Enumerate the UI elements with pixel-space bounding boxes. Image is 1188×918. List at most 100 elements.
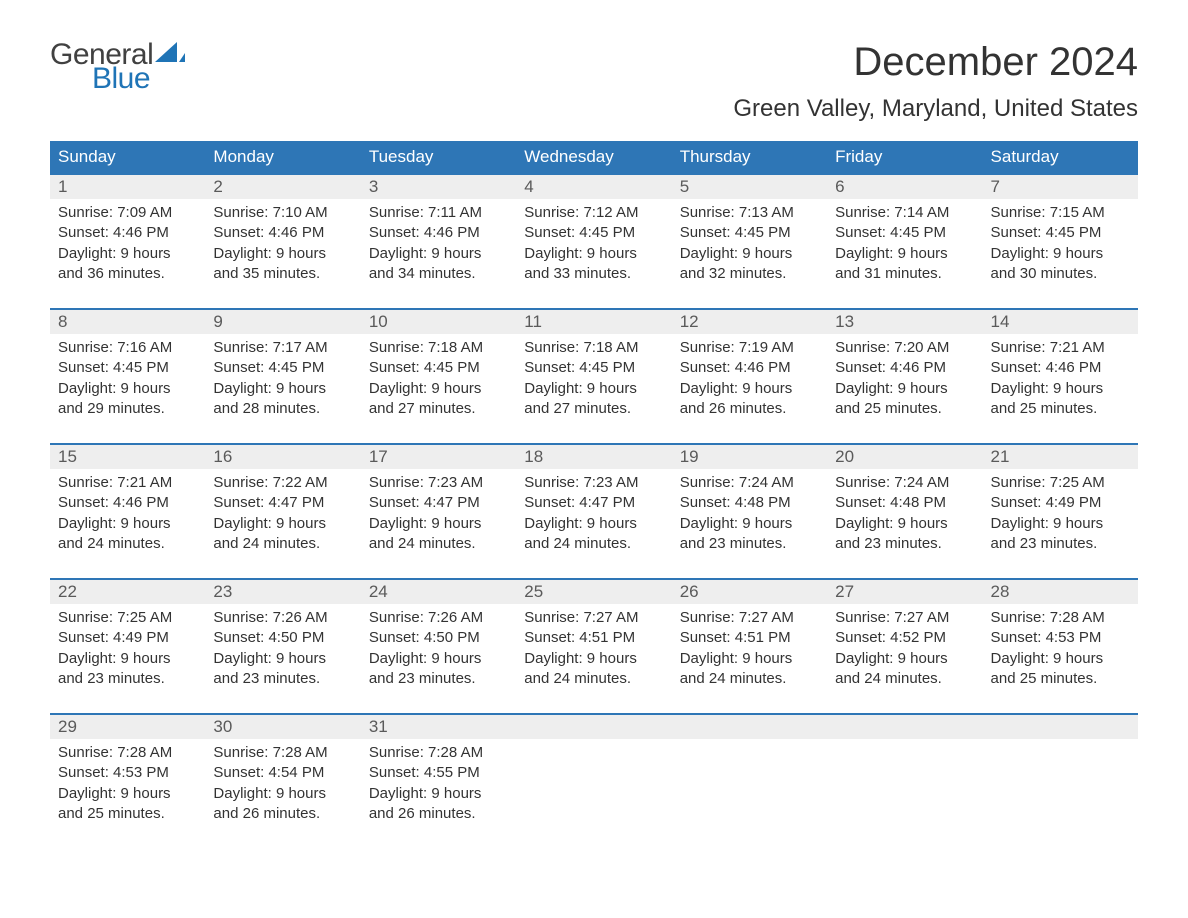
day-body: Sunrise: 7:20 AMSunset: 4:46 PMDaylight:… bbox=[827, 334, 982, 419]
day-dl1: Daylight: 9 hours bbox=[524, 244, 663, 264]
day-dl2: and 26 minutes. bbox=[369, 804, 508, 824]
day-sunset: Sunset: 4:47 PM bbox=[369, 493, 508, 513]
day-dl2: and 23 minutes. bbox=[213, 669, 352, 689]
day-sunset: Sunset: 4:49 PM bbox=[58, 628, 197, 648]
day-body: Sunrise: 7:10 AMSunset: 4:46 PMDaylight:… bbox=[205, 199, 360, 284]
day-body: Sunrise: 7:09 AMSunset: 4:46 PMDaylight:… bbox=[50, 199, 205, 284]
day-body: Sunrise: 7:25 AMSunset: 4:49 PMDaylight:… bbox=[983, 469, 1138, 554]
day-sunrise: Sunrise: 7:21 AM bbox=[58, 473, 197, 493]
day-sunrise: Sunrise: 7:18 AM bbox=[524, 338, 663, 358]
day-cell bbox=[983, 715, 1138, 830]
day-body: Sunrise: 7:21 AMSunset: 4:46 PMDaylight:… bbox=[50, 469, 205, 554]
day-dl1: Daylight: 9 hours bbox=[58, 784, 197, 804]
day-sunset: Sunset: 4:46 PM bbox=[835, 358, 974, 378]
day-dl2: and 27 minutes. bbox=[369, 399, 508, 419]
day-sunset: Sunset: 4:53 PM bbox=[991, 628, 1130, 648]
day-dl2: and 25 minutes. bbox=[991, 399, 1130, 419]
day-body: Sunrise: 7:26 AMSunset: 4:50 PMDaylight:… bbox=[361, 604, 516, 689]
day-sunset: Sunset: 4:45 PM bbox=[835, 223, 974, 243]
day-body: Sunrise: 7:18 AMSunset: 4:45 PMDaylight:… bbox=[361, 334, 516, 419]
day-dl1: Daylight: 9 hours bbox=[369, 649, 508, 669]
day-body: Sunrise: 7:16 AMSunset: 4:45 PMDaylight:… bbox=[50, 334, 205, 419]
day-sunset: Sunset: 4:45 PM bbox=[58, 358, 197, 378]
day-dl1: Daylight: 9 hours bbox=[680, 649, 819, 669]
day-body: Sunrise: 7:15 AMSunset: 4:45 PMDaylight:… bbox=[983, 199, 1138, 284]
day-number: 12 bbox=[672, 310, 827, 334]
day-dl2: and 36 minutes. bbox=[58, 264, 197, 284]
day-cell: 5Sunrise: 7:13 AMSunset: 4:45 PMDaylight… bbox=[672, 175, 827, 290]
day-body: Sunrise: 7:23 AMSunset: 4:47 PMDaylight:… bbox=[516, 469, 671, 554]
day-sunset: Sunset: 4:46 PM bbox=[680, 358, 819, 378]
logo: General Blue bbox=[50, 40, 185, 94]
day-number: 10 bbox=[361, 310, 516, 334]
day-sunrise: Sunrise: 7:27 AM bbox=[835, 608, 974, 628]
day-dl2: and 23 minutes. bbox=[991, 534, 1130, 554]
day-number: 2 bbox=[205, 175, 360, 199]
day-body: Sunrise: 7:26 AMSunset: 4:50 PMDaylight:… bbox=[205, 604, 360, 689]
day-body: Sunrise: 7:24 AMSunset: 4:48 PMDaylight:… bbox=[672, 469, 827, 554]
day-number: 3 bbox=[361, 175, 516, 199]
logo-text-blue: Blue bbox=[92, 64, 185, 94]
day-sunset: Sunset: 4:54 PM bbox=[213, 763, 352, 783]
day-cell: 10Sunrise: 7:18 AMSunset: 4:45 PMDayligh… bbox=[361, 310, 516, 425]
day-sunset: Sunset: 4:46 PM bbox=[369, 223, 508, 243]
day-sunrise: Sunrise: 7:14 AM bbox=[835, 203, 974, 223]
day-sunset: Sunset: 4:46 PM bbox=[213, 223, 352, 243]
day-header: Sunday bbox=[50, 141, 205, 173]
month-title: December 2024 bbox=[733, 40, 1138, 85]
day-sunrise: Sunrise: 7:11 AM bbox=[369, 203, 508, 223]
day-dl1: Daylight: 9 hours bbox=[835, 514, 974, 534]
day-dl1: Daylight: 9 hours bbox=[369, 379, 508, 399]
day-number: 30 bbox=[205, 715, 360, 739]
day-dl1: Daylight: 9 hours bbox=[213, 379, 352, 399]
day-dl1: Daylight: 9 hours bbox=[213, 244, 352, 264]
day-cell: 6Sunrise: 7:14 AMSunset: 4:45 PMDaylight… bbox=[827, 175, 982, 290]
day-body: Sunrise: 7:18 AMSunset: 4:45 PMDaylight:… bbox=[516, 334, 671, 419]
day-dl2: and 29 minutes. bbox=[58, 399, 197, 419]
week-row: 29Sunrise: 7:28 AMSunset: 4:53 PMDayligh… bbox=[50, 713, 1138, 830]
day-sunset: Sunset: 4:46 PM bbox=[58, 223, 197, 243]
day-dl2: and 24 minutes. bbox=[680, 669, 819, 689]
day-cell: 27Sunrise: 7:27 AMSunset: 4:52 PMDayligh… bbox=[827, 580, 982, 695]
day-body: Sunrise: 7:25 AMSunset: 4:49 PMDaylight:… bbox=[50, 604, 205, 689]
day-dl1: Daylight: 9 hours bbox=[213, 514, 352, 534]
day-body: Sunrise: 7:14 AMSunset: 4:45 PMDaylight:… bbox=[827, 199, 982, 284]
day-sunrise: Sunrise: 7:16 AM bbox=[58, 338, 197, 358]
day-dl2: and 28 minutes. bbox=[213, 399, 352, 419]
day-sunrise: Sunrise: 7:22 AM bbox=[213, 473, 352, 493]
day-number: 8 bbox=[50, 310, 205, 334]
day-sunset: Sunset: 4:48 PM bbox=[835, 493, 974, 513]
day-dl1: Daylight: 9 hours bbox=[835, 649, 974, 669]
day-body: Sunrise: 7:27 AMSunset: 4:52 PMDaylight:… bbox=[827, 604, 982, 689]
day-cell: 7Sunrise: 7:15 AMSunset: 4:45 PMDaylight… bbox=[983, 175, 1138, 290]
day-dl1: Daylight: 9 hours bbox=[369, 244, 508, 264]
day-body: Sunrise: 7:21 AMSunset: 4:46 PMDaylight:… bbox=[983, 334, 1138, 419]
day-dl2: and 31 minutes. bbox=[835, 264, 974, 284]
day-cell: 26Sunrise: 7:27 AMSunset: 4:51 PMDayligh… bbox=[672, 580, 827, 695]
day-cell: 18Sunrise: 7:23 AMSunset: 4:47 PMDayligh… bbox=[516, 445, 671, 560]
day-sunset: Sunset: 4:45 PM bbox=[213, 358, 352, 378]
day-dl1: Daylight: 9 hours bbox=[213, 784, 352, 804]
day-body: Sunrise: 7:13 AMSunset: 4:45 PMDaylight:… bbox=[672, 199, 827, 284]
day-cell: 14Sunrise: 7:21 AMSunset: 4:46 PMDayligh… bbox=[983, 310, 1138, 425]
day-number: 26 bbox=[672, 580, 827, 604]
day-sunrise: Sunrise: 7:19 AM bbox=[680, 338, 819, 358]
day-sunset: Sunset: 4:50 PM bbox=[369, 628, 508, 648]
day-sunset: Sunset: 4:45 PM bbox=[524, 358, 663, 378]
day-cell: 29Sunrise: 7:28 AMSunset: 4:53 PMDayligh… bbox=[50, 715, 205, 830]
day-sunrise: Sunrise: 7:27 AM bbox=[524, 608, 663, 628]
day-sunrise: Sunrise: 7:28 AM bbox=[369, 743, 508, 763]
day-dl2: and 24 minutes. bbox=[524, 669, 663, 689]
day-number: 13 bbox=[827, 310, 982, 334]
day-sunrise: Sunrise: 7:12 AM bbox=[524, 203, 663, 223]
day-dl2: and 24 minutes. bbox=[524, 534, 663, 554]
day-number: 21 bbox=[983, 445, 1138, 469]
day-sunset: Sunset: 4:47 PM bbox=[524, 493, 663, 513]
week-row: 1Sunrise: 7:09 AMSunset: 4:46 PMDaylight… bbox=[50, 173, 1138, 290]
day-number: 27 bbox=[827, 580, 982, 604]
day-dl2: and 27 minutes. bbox=[524, 399, 663, 419]
day-header: Thursday bbox=[672, 141, 827, 173]
day-cell: 17Sunrise: 7:23 AMSunset: 4:47 PMDayligh… bbox=[361, 445, 516, 560]
day-number: 20 bbox=[827, 445, 982, 469]
calendar: SundayMondayTuesdayWednesdayThursdayFrid… bbox=[50, 141, 1138, 830]
